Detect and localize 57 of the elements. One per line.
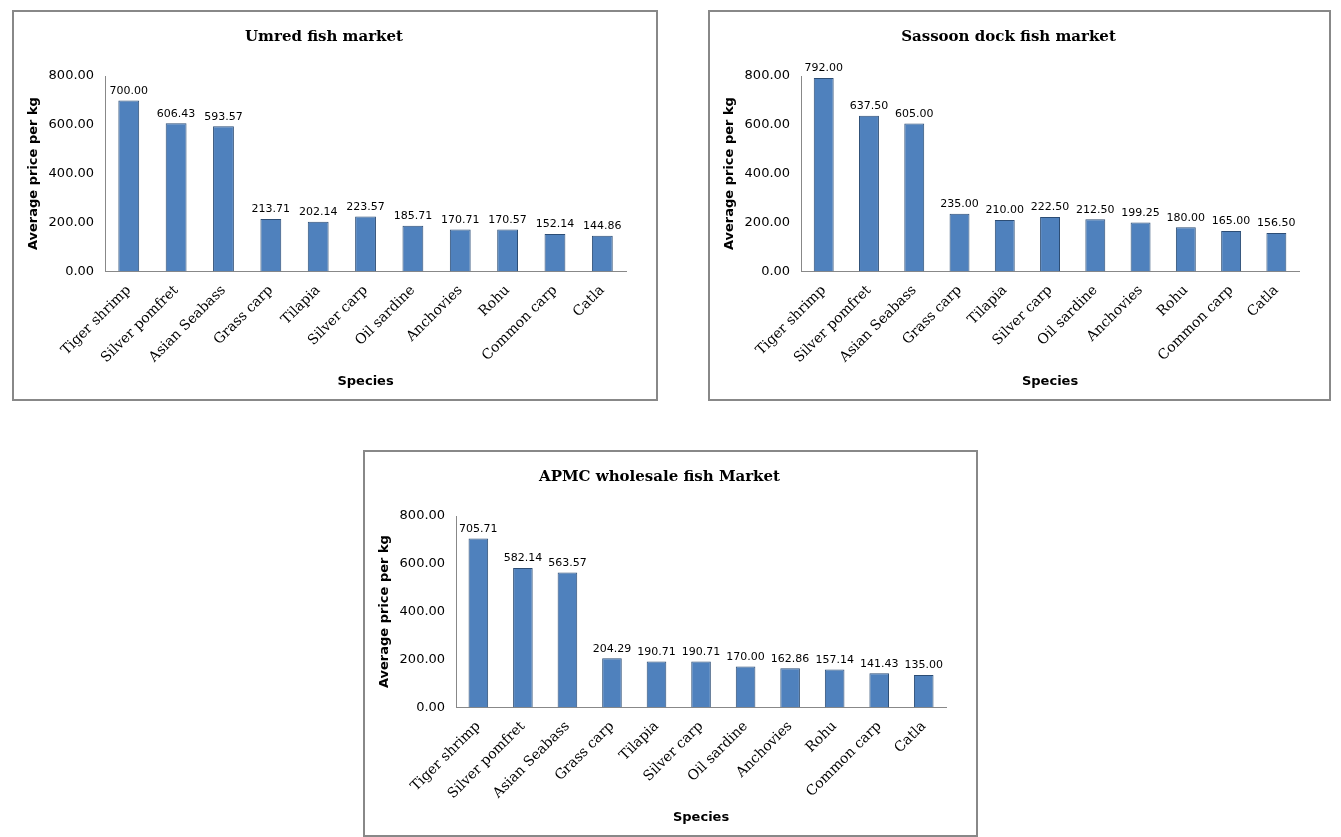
- data-label: 235.00: [940, 197, 979, 211]
- data-label: 222.50: [1030, 200, 1070, 214]
- y-tick-label: 800.00: [48, 67, 95, 83]
- data-label: 180.00: [1166, 210, 1206, 224]
- data-label: 190.71: [681, 644, 721, 658]
- data-label: 705.71: [459, 521, 498, 535]
- data-label: 204.29: [592, 641, 632, 655]
- chart-title: Sassoon dock fish market: [901, 26, 1116, 45]
- data-label: 213.71: [251, 202, 291, 216]
- data-label: 170.00: [726, 649, 765, 663]
- y-tick-label: 600.00: [48, 116, 95, 132]
- data-label: 157.14: [815, 652, 854, 666]
- data-label: 156.50: [1257, 216, 1296, 230]
- x-axis-title: Species: [672, 808, 730, 824]
- data-label: 152.14: [535, 217, 575, 231]
- data-label: 582.14: [503, 551, 543, 565]
- data-label: 185.71: [393, 209, 433, 223]
- y-tick-label: 400.00: [399, 602, 446, 618]
- y-tick-label: 600.00: [744, 116, 791, 132]
- data-label: 162.86: [770, 651, 810, 665]
- y-tick-label: 200.00: [744, 213, 791, 229]
- y-tick-label: 200.00: [399, 650, 446, 666]
- y-axis-title: Average price per kg: [721, 97, 737, 251]
- data-label: 637.50: [849, 99, 889, 112]
- data-label: 605.00: [895, 106, 934, 120]
- data-label: 223.57: [346, 199, 385, 213]
- data-label: 170.57: [488, 212, 527, 226]
- data-label: 190.71: [637, 644, 676, 658]
- y-tick-label: 0.00: [761, 262, 791, 278]
- data-label: 606.43: [156, 106, 196, 120]
- data-label: 210.00: [985, 203, 1025, 217]
- x-axis-title: Species: [1021, 372, 1079, 388]
- chart-title: APMC wholesale fish Market: [538, 466, 781, 485]
- y-tick-label: 600.00: [399, 555, 446, 571]
- data-label: 165.00: [1211, 214, 1251, 228]
- data-label: 792.00: [804, 61, 843, 75]
- data-label: 700.00: [109, 83, 149, 97]
- y-tick-label: 400.00: [744, 164, 791, 180]
- data-label: 202.14: [298, 205, 338, 219]
- y-tick-label: 800.00: [744, 67, 791, 83]
- y-tick-label: 800.00: [399, 507, 446, 523]
- data-label: 212.50: [1076, 202, 1115, 216]
- y-tick-label: 0.00: [65, 262, 95, 278]
- y-tick-label: 0.00: [416, 698, 446, 714]
- data-label: 141.43: [859, 656, 899, 670]
- y-axis-title: Average price per kg: [376, 535, 392, 689]
- data-label: 563.57: [548, 555, 587, 569]
- data-label: 593.57: [204, 109, 243, 123]
- y-axis-title: Average price per kg: [25, 97, 41, 251]
- y-tick-label: 400.00: [48, 164, 95, 180]
- data-label: 199.25: [1121, 205, 1160, 219]
- data-label: 144.86: [583, 219, 622, 233]
- x-axis-title: Species: [337, 372, 394, 388]
- data-label: 135.00: [904, 658, 943, 672]
- chart-title: Umred fish market: [245, 26, 404, 45]
- y-tick-label: 200.00: [48, 213, 95, 229]
- data-label: 170.71: [441, 212, 480, 226]
